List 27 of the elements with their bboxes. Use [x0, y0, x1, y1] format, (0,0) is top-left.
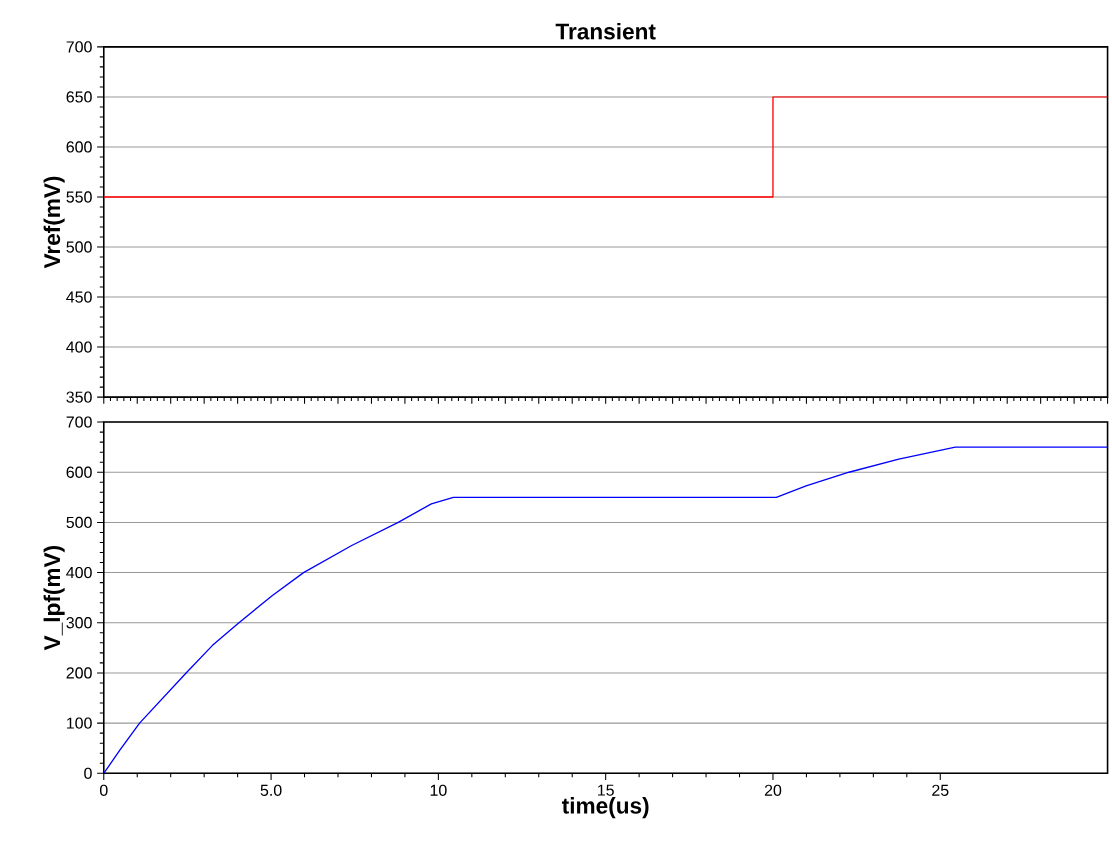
x-tick-label: 25 — [932, 784, 949, 796]
y-tick-label: 650 — [66, 91, 92, 103]
y-tick-label: 600 — [66, 466, 92, 478]
y-tick-label: 500 — [66, 241, 92, 253]
y-tick-label: 600 — [66, 141, 92, 153]
y-tick-label: 100 — [67, 717, 92, 729]
y-tick-label: 450 — [66, 291, 92, 303]
y-tick-label: 700 — [66, 41, 92, 53]
y-tick-label: 350 — [66, 391, 92, 403]
x-tick-label: 20 — [764, 784, 782, 796]
x-tick-label: 0 — [99, 784, 108, 796]
x-tick-label: 10 — [430, 784, 447, 796]
y-tick-label: 200 — [66, 667, 92, 679]
x-tick-label: 15 — [598, 784, 614, 796]
y-tick-label: 400 — [66, 341, 92, 353]
y-tick-label: 550 — [66, 191, 92, 203]
x-tick-label: 5.0 — [260, 784, 282, 796]
y-axis-title: V_lpf(mV) — [43, 545, 65, 651]
y-tick-label: 300 — [66, 617, 92, 629]
x-axis-title: time(us) — [561, 797, 649, 819]
y-tick-label: 500 — [66, 516, 92, 529]
y-tick-label: 700 — [66, 416, 92, 428]
y-axis-title: Vref(mV) — [43, 176, 65, 269]
y-tick-label: 0 — [84, 767, 92, 779]
chart-title: Transient — [555, 22, 656, 40]
line-series — [103, 446, 1108, 774]
y-tick-label: 400 — [66, 566, 92, 579]
